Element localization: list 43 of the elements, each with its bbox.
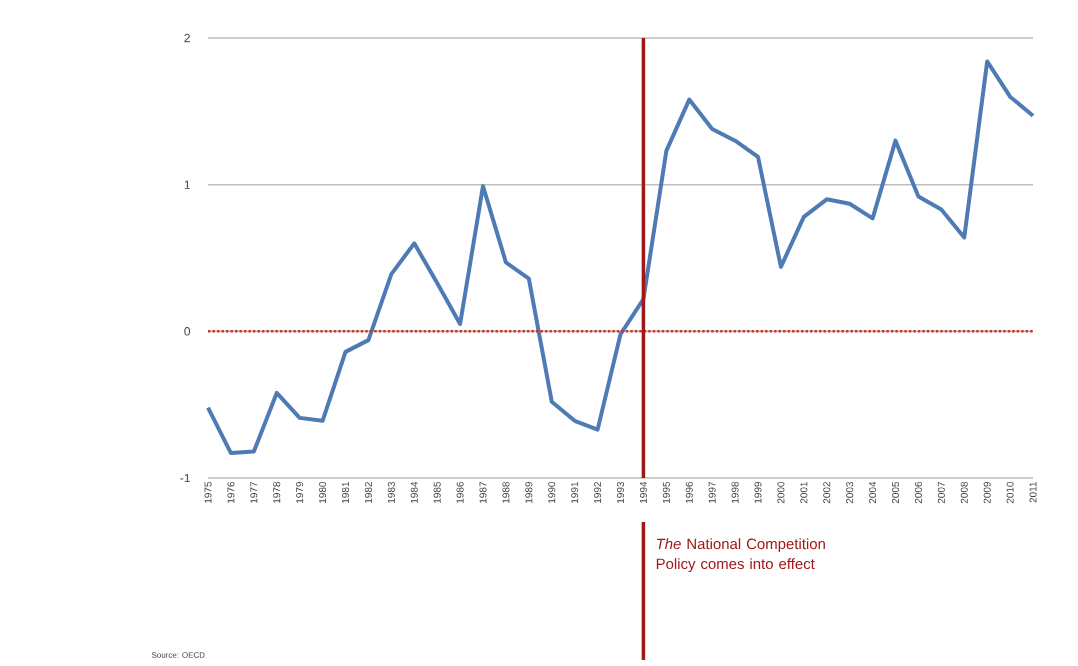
x-tick-label: 1989	[525, 481, 533, 503]
x-tick-label: 2006	[914, 481, 922, 504]
x-tick-label: 1998	[731, 481, 739, 503]
y-tick-label: 2	[184, 33, 190, 43]
x-tick-label: 2000	[777, 481, 785, 504]
x-tick-label: 1991	[571, 482, 579, 503]
x-tick-label: 2009	[983, 481, 991, 504]
y-tick-label: 0	[184, 327, 191, 336]
x-tick-label: 2008	[960, 481, 968, 504]
x-tick-label: 1993	[616, 481, 625, 503]
x-tick-label: 1982	[364, 482, 372, 503]
x-tick-label: 1977	[250, 482, 258, 503]
x-tick-label: 2005	[891, 481, 900, 504]
x-tick-label: 1994	[639, 481, 647, 503]
x-tick-label: 1978	[273, 481, 281, 503]
x-tick-label: 1983	[387, 481, 395, 503]
x-tick-label: 1996	[685, 481, 693, 503]
x-tick-label: 2004	[869, 481, 877, 504]
x-tick-label: 2007	[937, 482, 945, 504]
x-tick-label: 1984	[410, 481, 418, 503]
x-tick-label: 1995	[662, 481, 670, 503]
x-tick-label: 2001	[800, 482, 808, 504]
x-tick-label: 2003	[846, 481, 854, 504]
x-tick-label: 1992	[594, 482, 602, 503]
x-tick-label: 1987	[479, 482, 487, 503]
x-tick-label: 1981	[341, 482, 350, 503]
x-tick-label: 1988	[502, 481, 510, 503]
x-tick-label: 1980	[319, 481, 327, 503]
x-tick-label: 1990	[548, 481, 556, 503]
x-tick-label: 2011	[1029, 482, 1037, 503]
x-tick-label: 1997	[708, 482, 716, 503]
x-tick-label: 1999	[754, 481, 762, 503]
x-tick-label: 2010	[1006, 481, 1014, 504]
x-tick-label: 2002	[823, 482, 831, 504]
x-tick-label: 1979	[296, 481, 304, 503]
y-tick-label: -1	[180, 473, 190, 483]
x-tick-label: 1975	[204, 481, 212, 503]
line-series	[206, 59, 1036, 456]
ref-line-label: The National Competition Policy comes into effect	[656, 538, 825, 573]
x-tick-label: 1985	[433, 481, 441, 503]
x-tick-label: 1976	[227, 481, 235, 503]
y-tick-label: 1	[184, 180, 190, 189]
x-tick-label: 1986	[456, 481, 464, 503]
